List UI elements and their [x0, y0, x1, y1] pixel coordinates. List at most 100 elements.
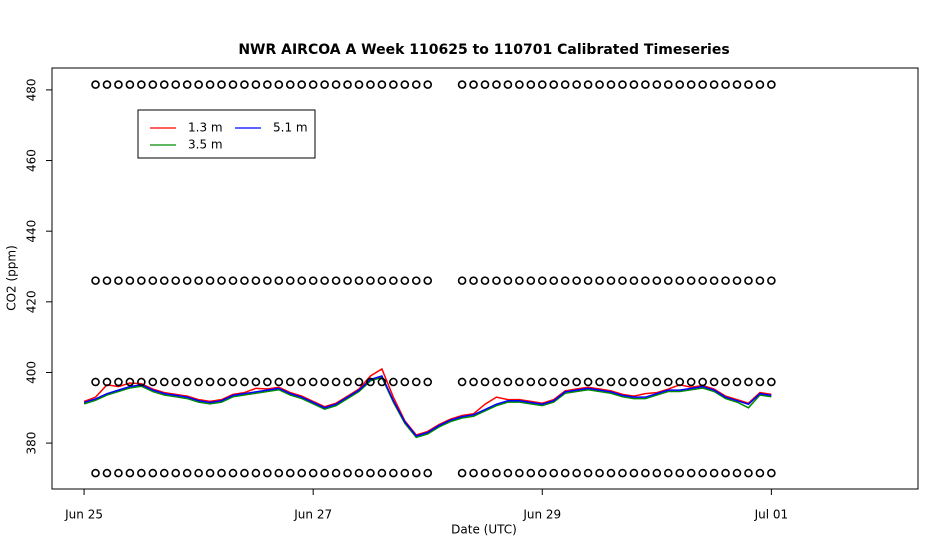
calibration-point: [354, 80, 364, 89]
calibration-point: [744, 377, 753, 387]
calibration-point: [217, 468, 226, 478]
calibration-point: [595, 468, 604, 478]
calibration-point: [308, 377, 318, 387]
calibration-point: [331, 276, 341, 285]
calibration-point: [411, 276, 421, 285]
calibration-point: [595, 377, 604, 387]
y-tick-label: 460: [25, 149, 39, 172]
calibration-point: [308, 276, 318, 285]
calibration-point: [595, 276, 604, 285]
calibration-point: [102, 468, 112, 478]
calibration-point: [102, 276, 112, 285]
calibration-point: [698, 276, 707, 285]
calibration-point: [629, 276, 639, 285]
calibration-point: [171, 468, 181, 478]
calibration-point: [240, 276, 249, 285]
calibration-point: [629, 80, 639, 89]
calibration-point: [274, 80, 284, 89]
calibration-point: [125, 276, 135, 285]
calibration-point: [285, 276, 295, 285]
calibration-point: [675, 276, 685, 285]
calibration-point: [331, 377, 341, 387]
calibration-point: [182, 276, 192, 285]
calibration-point: [686, 276, 696, 285]
calibration-point: [755, 377, 765, 387]
calibration-point: [698, 468, 707, 478]
calibration-point: [560, 468, 570, 478]
calibration-point: [159, 377, 169, 387]
calibration-point: [137, 377, 146, 387]
calibration-point: [125, 468, 135, 478]
calibration-point: [343, 276, 352, 285]
calibration-point: [675, 377, 685, 387]
calibration-point: [457, 276, 467, 285]
calibration-point: [583, 468, 593, 478]
calibration-point: [675, 468, 685, 478]
calibration-point: [480, 80, 490, 89]
calibration-point: [721, 276, 730, 285]
y-tick-label: 400: [25, 361, 39, 384]
calibration-point: [343, 80, 352, 89]
calibration-point: [663, 80, 673, 89]
x-axis-label: Date (UTC): [451, 523, 517, 537]
calibration-point: [698, 377, 707, 387]
calibration-point: [114, 468, 123, 478]
calibration-point: [629, 468, 639, 478]
calibration-point: [492, 276, 501, 285]
calibration-point: [194, 276, 203, 285]
calibration-point: [709, 80, 719, 89]
calibration-point: [641, 276, 650, 285]
calibration-point: [251, 377, 261, 387]
calibration-point: [331, 468, 341, 478]
calibration-point: [400, 276, 410, 285]
calibration-point: [240, 80, 249, 89]
plot-frame: [51, 67, 919, 490]
calibration-point: [274, 276, 284, 285]
calibration-point: [228, 377, 238, 387]
calibration-point: [503, 377, 513, 387]
calibration-point: [182, 468, 192, 478]
calibration-point: [469, 276, 478, 285]
calibration-point: [767, 377, 776, 387]
calibration-point: [251, 468, 261, 478]
calibration-point: [400, 468, 410, 478]
calibration-point: [606, 468, 616, 478]
calibration-point: [148, 377, 158, 387]
calibration-point: [205, 377, 215, 387]
calibration-point: [732, 80, 742, 89]
calibration-point: [171, 276, 181, 285]
calibration-point: [503, 468, 513, 478]
y-tick-label: 480: [25, 78, 39, 101]
calibration-point: [744, 468, 753, 478]
calibration-point: [297, 80, 307, 89]
calibration-point: [159, 80, 169, 89]
calibration-point: [389, 276, 398, 285]
calibration-point: [744, 276, 753, 285]
calibration-point: [205, 276, 215, 285]
calibration-point: [217, 80, 226, 89]
calibration-point: [515, 468, 524, 478]
calibration-point: [423, 276, 433, 285]
calibration-point: [297, 276, 307, 285]
calibration-point: [709, 377, 719, 387]
calibration-point: [251, 80, 261, 89]
calibration-point: [400, 80, 410, 89]
calibration-point: [480, 377, 490, 387]
calibration-point: [641, 80, 650, 89]
calibration-point: [641, 468, 650, 478]
calibration-point: [366, 468, 375, 478]
calibration-point: [755, 468, 765, 478]
calibration-point: [721, 468, 730, 478]
calibration-point: [618, 468, 627, 478]
calibration-point: [182, 80, 192, 89]
calibration-point: [102, 80, 112, 89]
calibration-point: [377, 468, 387, 478]
calibration-point: [159, 276, 169, 285]
calibration-point: [366, 80, 375, 89]
x-tick-label: Jun 25: [64, 508, 103, 522]
calibration-point: [686, 80, 696, 89]
calibration-point: [285, 468, 295, 478]
calibration-point: [492, 80, 501, 89]
calibration-point: [652, 377, 662, 387]
calibration-point: [560, 80, 570, 89]
